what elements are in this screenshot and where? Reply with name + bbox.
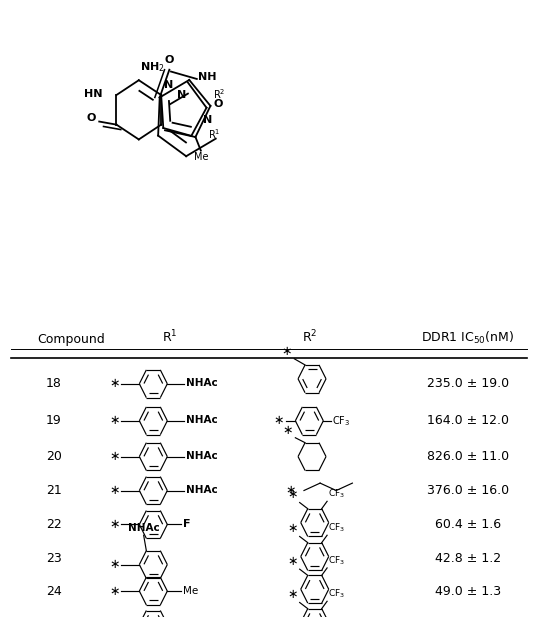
Text: O: O [213, 99, 223, 109]
Text: 42.8 ± 1.2: 42.8 ± 1.2 [435, 552, 501, 565]
Text: ∗: ∗ [285, 484, 296, 497]
Text: Me: Me [194, 152, 208, 162]
Text: R$^2$: R$^2$ [302, 329, 317, 346]
Text: CF$_3$: CF$_3$ [328, 487, 345, 500]
Text: CF$_3$: CF$_3$ [328, 554, 345, 566]
Text: NHAc: NHAc [186, 415, 217, 425]
Text: 60.4 ± 1.6: 60.4 ± 1.6 [435, 518, 501, 531]
Text: ∗: ∗ [287, 588, 298, 601]
Text: F: F [183, 520, 190, 529]
Text: N: N [177, 90, 186, 100]
Text: NH: NH [198, 72, 216, 82]
Text: HN: HN [84, 89, 103, 99]
Text: 235.0 ± 19.0: 235.0 ± 19.0 [427, 377, 509, 391]
Text: Compound: Compound [38, 333, 105, 346]
Text: 18: 18 [46, 377, 62, 391]
Text: CF$_3$: CF$_3$ [328, 587, 345, 600]
Text: 22: 22 [46, 518, 62, 531]
Text: O: O [165, 55, 174, 65]
Text: ∗: ∗ [287, 488, 298, 501]
Text: 164.0 ± 12.0: 164.0 ± 12.0 [427, 414, 509, 428]
Text: CF$_3$: CF$_3$ [332, 414, 350, 428]
Text: 49.0 ± 1.3: 49.0 ± 1.3 [435, 584, 501, 598]
Text: 21: 21 [46, 484, 62, 497]
Text: ∗: ∗ [273, 414, 284, 428]
Text: ∗: ∗ [109, 450, 119, 463]
Text: CF$_3$: CF$_3$ [328, 521, 345, 534]
Text: ∗: ∗ [287, 555, 298, 568]
Text: 376.0 ± 16.0: 376.0 ± 16.0 [427, 484, 509, 497]
Text: O: O [87, 114, 96, 123]
Text: R$^1$: R$^1$ [208, 128, 221, 141]
Text: NH$_2$: NH$_2$ [140, 60, 165, 74]
Text: N: N [203, 115, 212, 125]
Text: 24: 24 [46, 584, 62, 598]
Text: 826.0 ± 11.0: 826.0 ± 11.0 [427, 450, 509, 463]
Text: R$^1$: R$^1$ [162, 329, 177, 346]
Text: NHAc: NHAc [186, 485, 217, 495]
Text: 19: 19 [46, 414, 62, 428]
Text: ∗: ∗ [109, 558, 119, 571]
Text: 20: 20 [46, 450, 62, 463]
Text: DDR1 IC$_{50}$(nM): DDR1 IC$_{50}$(nM) [421, 329, 515, 346]
Text: ∗: ∗ [109, 518, 119, 531]
Text: R$^2$: R$^2$ [213, 88, 225, 101]
Text: NHAc: NHAc [186, 451, 217, 461]
Text: N: N [164, 80, 173, 90]
Text: ∗: ∗ [109, 484, 119, 497]
Text: 23: 23 [46, 552, 62, 565]
Text: ∗: ∗ [281, 344, 292, 357]
Text: ∗: ∗ [282, 423, 293, 436]
Text: ∗: ∗ [109, 377, 119, 391]
Text: ∗: ∗ [109, 584, 119, 598]
Text: ∗: ∗ [109, 414, 119, 428]
Text: NHAc: NHAc [186, 378, 217, 388]
Text: NHAc: NHAc [128, 523, 160, 533]
Text: Me: Me [183, 586, 198, 596]
Text: ∗: ∗ [287, 522, 298, 535]
